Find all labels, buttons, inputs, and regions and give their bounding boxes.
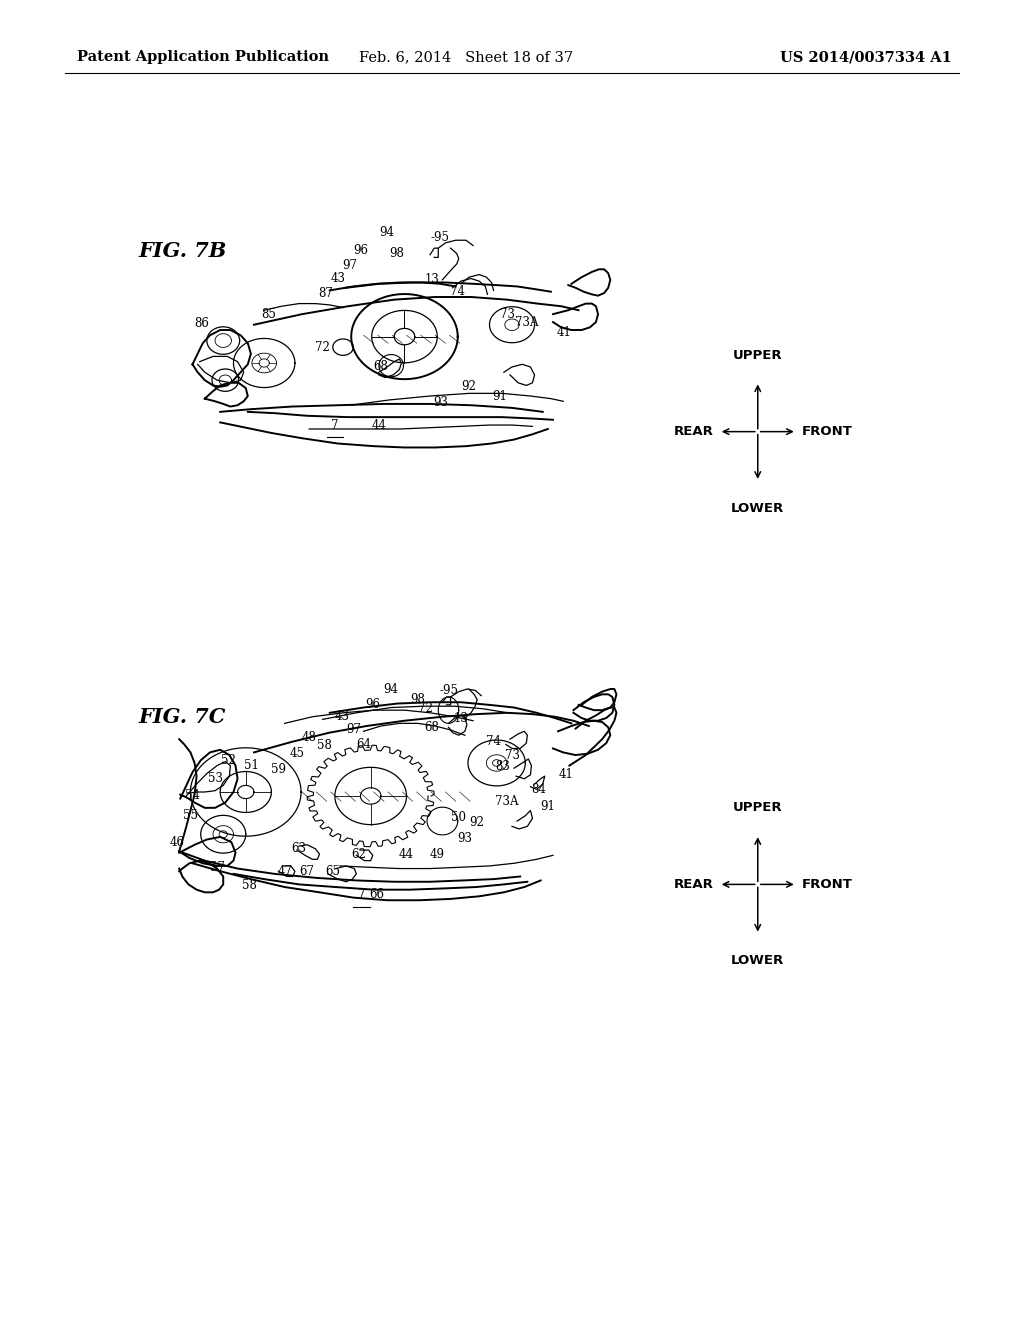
Text: 91: 91 (541, 800, 555, 813)
Text: 41: 41 (559, 768, 573, 781)
Text: 41: 41 (557, 326, 571, 339)
Text: Feb. 6, 2014   Sheet 18 of 37: Feb. 6, 2014 Sheet 18 of 37 (358, 50, 573, 65)
Text: 92: 92 (462, 380, 476, 393)
Text: UPPER: UPPER (733, 801, 782, 814)
Text: 44: 44 (372, 418, 386, 432)
Text: 7: 7 (357, 888, 366, 902)
Text: -95: -95 (439, 684, 458, 697)
Text: 74: 74 (486, 735, 501, 748)
Text: 97: 97 (346, 723, 360, 737)
Text: 58: 58 (317, 739, 332, 752)
Text: 96: 96 (366, 698, 380, 711)
Text: 49: 49 (430, 847, 444, 861)
Text: 65: 65 (326, 865, 340, 878)
Text: 52: 52 (221, 754, 236, 767)
Text: 92: 92 (470, 816, 484, 829)
Text: LOWER: LOWER (731, 502, 784, 515)
Text: 73A: 73A (515, 315, 538, 329)
Text: 93: 93 (458, 832, 472, 845)
Text: 46: 46 (170, 836, 184, 849)
Text: 73: 73 (501, 308, 515, 321)
Text: FIG. 7B: FIG. 7B (138, 242, 226, 261)
Text: 55: 55 (183, 809, 198, 822)
Text: 98: 98 (389, 247, 403, 260)
Text: 59: 59 (271, 763, 286, 776)
Text: 72: 72 (418, 702, 432, 715)
Text: 68: 68 (374, 360, 388, 374)
Text: 48: 48 (302, 731, 316, 744)
Text: 7: 7 (331, 418, 339, 432)
Text: 98: 98 (411, 693, 425, 706)
Text: 96: 96 (353, 244, 368, 257)
Text: REAR: REAR (674, 425, 714, 438)
Text: 91: 91 (493, 389, 507, 403)
Text: 58: 58 (243, 879, 257, 892)
Text: 73: 73 (505, 748, 519, 762)
Text: 94: 94 (380, 226, 394, 239)
Text: FRONT: FRONT (802, 425, 853, 438)
Text: 50: 50 (452, 810, 466, 824)
Text: 94: 94 (384, 682, 398, 696)
Text: 57: 57 (210, 861, 224, 874)
Text: 13: 13 (454, 711, 468, 725)
Text: 73A: 73A (496, 795, 518, 808)
Text: 72: 72 (315, 341, 330, 354)
Text: 45: 45 (290, 747, 304, 760)
Text: 63: 63 (292, 842, 306, 855)
Text: 74: 74 (451, 285, 465, 298)
Text: 66: 66 (370, 888, 384, 902)
Text: FRONT: FRONT (802, 878, 853, 891)
Text: 47: 47 (278, 865, 292, 878)
Text: Patent Application Publication: Patent Application Publication (77, 50, 329, 65)
Text: 86: 86 (195, 317, 209, 330)
Text: FIG. 7C: FIG. 7C (138, 708, 225, 727)
Text: UPPER: UPPER (733, 348, 782, 362)
Text: 84: 84 (531, 783, 546, 796)
Text: 68: 68 (425, 721, 439, 734)
Text: US 2014/0037334 A1: US 2014/0037334 A1 (780, 50, 952, 65)
Text: -95: -95 (431, 231, 450, 244)
Text: 53: 53 (208, 772, 222, 785)
Text: 67: 67 (300, 865, 314, 878)
Text: 54: 54 (185, 789, 200, 803)
Text: LOWER: LOWER (731, 954, 784, 968)
Text: 43: 43 (335, 710, 349, 723)
Text: 97: 97 (343, 259, 357, 272)
Text: 62: 62 (351, 847, 366, 861)
Text: 87: 87 (318, 286, 333, 300)
Text: 64: 64 (356, 738, 371, 751)
Text: 93: 93 (433, 396, 447, 409)
Text: 83: 83 (496, 760, 510, 774)
Text: 44: 44 (399, 847, 414, 861)
Text: 43: 43 (331, 272, 345, 285)
Text: 13: 13 (425, 273, 439, 286)
Text: 85: 85 (261, 308, 275, 321)
Text: 51: 51 (245, 759, 259, 772)
Text: REAR: REAR (674, 878, 714, 891)
